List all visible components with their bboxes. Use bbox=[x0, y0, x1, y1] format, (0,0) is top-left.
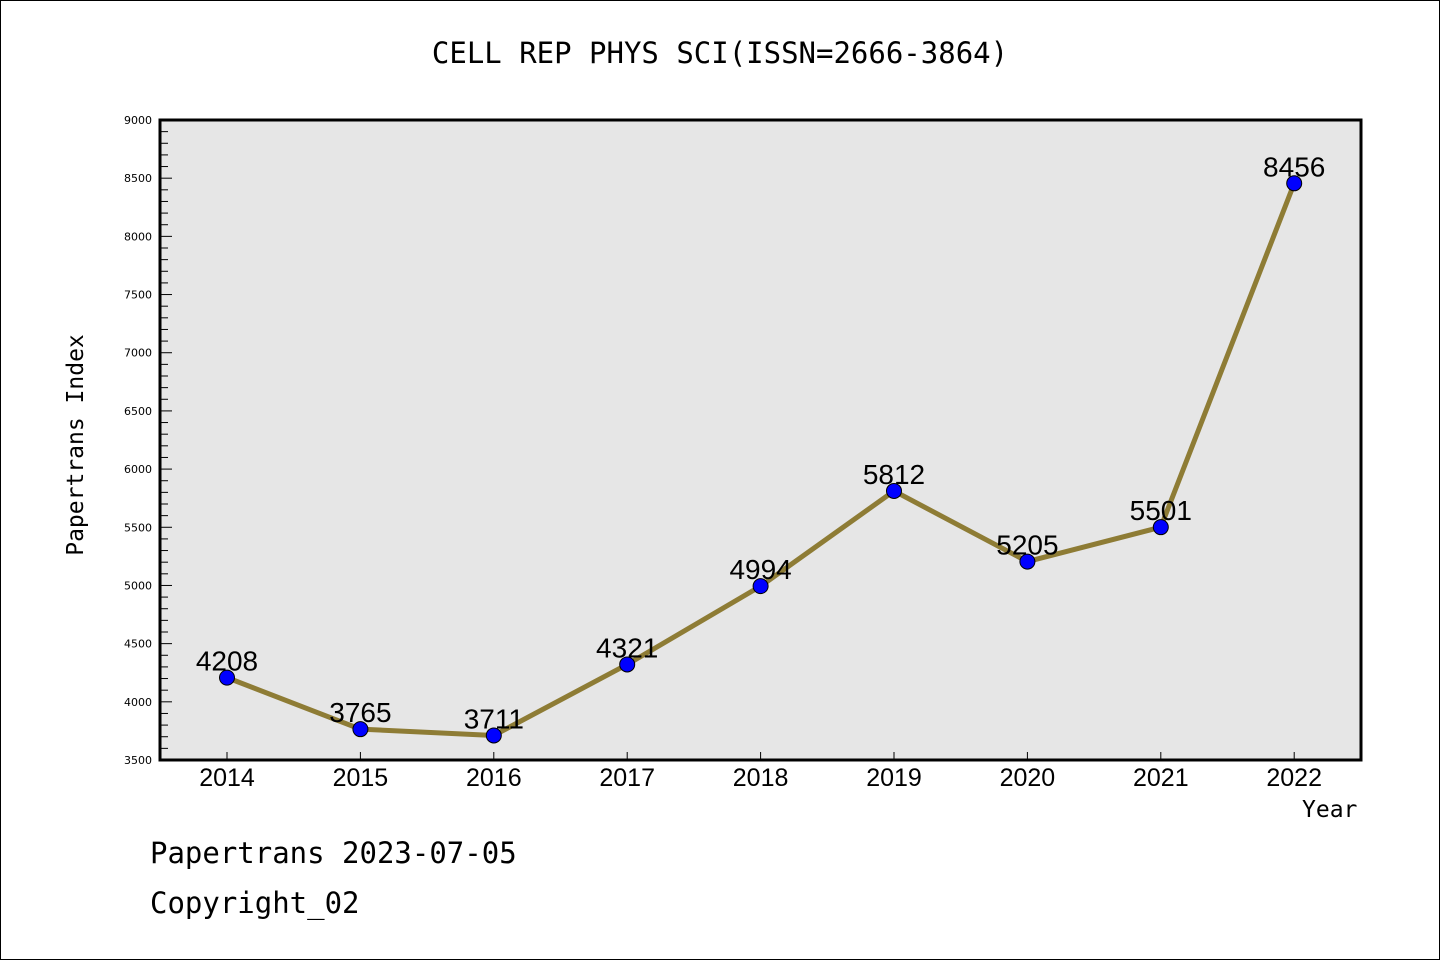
x-tick-label: 2018 bbox=[733, 764, 789, 792]
x-tick-label: 2015 bbox=[333, 764, 389, 792]
data-label: 5812 bbox=[863, 459, 925, 490]
chart-title: CELL REP PHYS SCI(ISSN=2666-3864) bbox=[431, 36, 1009, 70]
plot-area bbox=[158, 118, 1363, 762]
data-label: 8456 bbox=[1263, 151, 1325, 182]
data-point bbox=[485, 727, 502, 744]
data-label: 4208 bbox=[196, 646, 258, 677]
y-tick-label: 8000 bbox=[124, 230, 152, 243]
y-tick-label: 4000 bbox=[124, 696, 152, 709]
data-point bbox=[886, 482, 902, 499]
y-tick-label: 7000 bbox=[124, 347, 152, 360]
x-tick-label: 2021 bbox=[1133, 764, 1189, 792]
x-tick-label: 2014 bbox=[199, 764, 255, 792]
data-point bbox=[219, 669, 235, 686]
data-point bbox=[352, 721, 369, 738]
x-tick-label: 2019 bbox=[866, 764, 922, 792]
y-tick-label: 7500 bbox=[124, 289, 152, 302]
data-point bbox=[1286, 175, 1303, 192]
y-tick-label: 6500 bbox=[124, 405, 152, 418]
data-label: 5205 bbox=[996, 530, 1058, 561]
x-tick-label: 2017 bbox=[599, 764, 655, 792]
footer-date: Papertrans 2023-07-05 bbox=[150, 836, 517, 870]
data-point bbox=[1152, 519, 1169, 536]
footer-copyright: Copyright_02 bbox=[150, 886, 360, 920]
data-point bbox=[619, 656, 636, 673]
y-tick-label: 9000 bbox=[124, 114, 152, 127]
data-point bbox=[752, 578, 769, 595]
y-tick-label: 5000 bbox=[124, 579, 152, 592]
data-point bbox=[1019, 553, 1036, 570]
y-tick-label: 5500 bbox=[124, 521, 152, 534]
data-label: 4321 bbox=[596, 632, 658, 663]
y-tick-label: 3500 bbox=[124, 754, 152, 767]
data-label: 5501 bbox=[1130, 495, 1192, 526]
data-label: 4994 bbox=[729, 554, 791, 585]
y-tick-label: 4500 bbox=[124, 638, 152, 651]
x-tick-label: 2016 bbox=[466, 764, 522, 792]
x-tick-label: 2020 bbox=[1000, 764, 1056, 792]
y-tick-label: 8500 bbox=[124, 172, 152, 185]
y-tick-label: 6000 bbox=[124, 463, 152, 476]
data-label: 3765 bbox=[329, 697, 391, 728]
data-label: 3711 bbox=[464, 703, 524, 734]
x-axis-label: Year bbox=[1302, 797, 1358, 823]
x-tick-label: 2022 bbox=[1266, 764, 1322, 792]
